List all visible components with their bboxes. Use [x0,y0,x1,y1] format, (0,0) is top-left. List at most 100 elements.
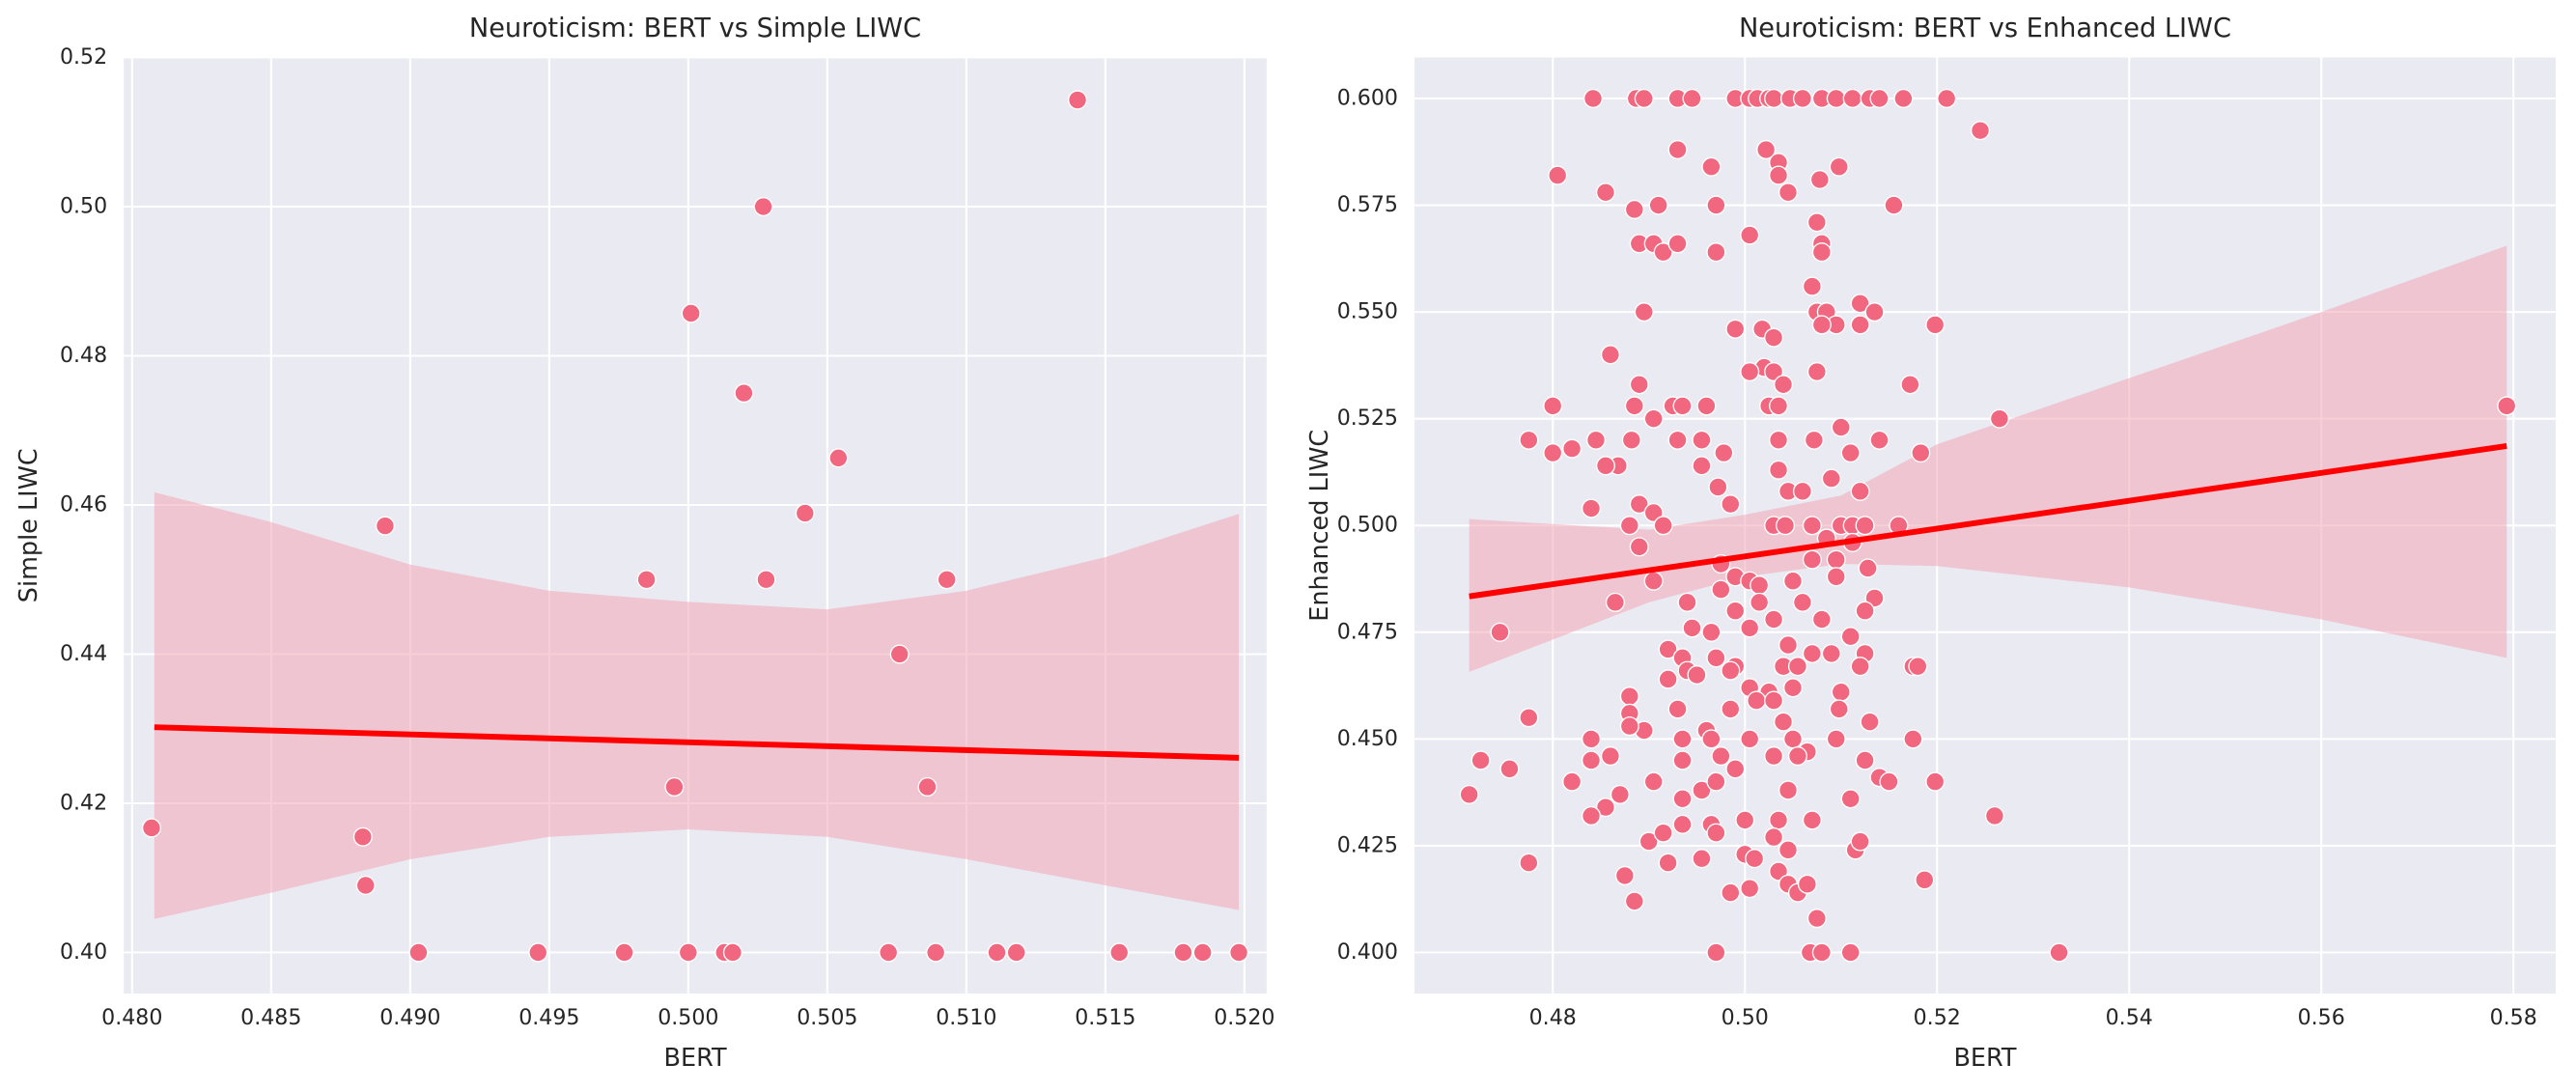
y-tick-label: 0.400 [1337,939,1398,965]
point [1764,690,1784,711]
point [1756,140,1777,160]
point [1745,849,1765,869]
point [1619,686,1639,707]
point [1869,88,1890,109]
point [1802,810,1822,830]
point [1605,592,1625,612]
point [1543,443,1563,463]
point [1582,88,1604,109]
point [1782,571,1804,591]
point [1068,90,1088,110]
point [1778,840,1799,860]
point [1764,746,1784,767]
x-tick-label: 0.48 [1529,1005,1577,1030]
point [1634,88,1654,109]
y-tick-label: 0.50 [60,194,107,219]
point [1682,88,1702,109]
point [1775,516,1796,536]
point [1802,276,1822,296]
point [1792,592,1812,612]
point [1667,140,1688,160]
point [1519,708,1539,728]
point [1740,618,1760,638]
point [1109,942,1130,963]
point [1860,712,1880,732]
x-tick-label: 0.505 [797,1005,857,1030]
point [1840,627,1861,647]
point [1769,430,1789,450]
point [1638,831,1659,852]
point [1696,396,1717,416]
point [1826,567,1846,587]
point [1006,942,1026,963]
point [1624,199,1644,220]
point [1619,716,1639,737]
point [1809,169,1830,190]
point [1831,682,1851,702]
point [1581,750,1602,770]
point [528,942,548,963]
point [1769,165,1789,185]
y-axis-label: Enhanced LIWC [1305,430,1334,622]
point [1595,456,1615,476]
y-tick-label: 0.525 [1337,406,1398,431]
point [1792,481,1812,501]
point [1855,601,1875,621]
point [1740,225,1760,245]
point [681,303,701,323]
point [1740,361,1760,382]
x-tick-label: 0.490 [379,1005,440,1030]
point [2497,396,2517,416]
point [1842,88,1862,109]
point [355,875,376,895]
point [1581,805,1602,826]
point [1778,182,1799,203]
point [1884,195,1904,215]
point [1692,780,1712,800]
point [1714,443,1734,463]
x-tick-label: 0.54 [2106,1005,2153,1030]
point [1893,88,1914,109]
point [1721,660,1741,681]
regression-line [1469,443,2507,600]
point [1802,516,1822,536]
point [2049,942,2069,963]
point [1769,861,1789,882]
point [1858,558,1878,578]
point [1778,635,1799,656]
point [1173,942,1193,963]
x-tick-label: 0.520 [1214,1005,1274,1030]
point [1829,699,1849,719]
point [1750,592,1770,612]
subplot: 0.48 0.50 0.52 0.54 0.56 0.58 0.400 0.425 0.450 0… [1305,14,2556,1073]
point [1984,805,2004,826]
point [1970,121,1991,141]
point [1192,942,1213,963]
point [1624,396,1644,416]
point [1621,430,1641,450]
point [1915,870,1935,890]
point [1811,315,1832,335]
point [1672,396,1693,416]
point [734,383,754,404]
point [1667,234,1688,254]
point [1792,88,1812,109]
point [1687,664,1707,686]
confidence-band [154,491,1240,919]
point [1658,853,1678,873]
point [1711,579,1731,600]
point [1855,750,1875,770]
point [1499,759,1520,779]
point [1519,430,1539,450]
x-tick-label: 0.515 [1075,1005,1135,1030]
y-tick-label: 0.42 [60,790,107,815]
point [1643,502,1664,523]
point [756,570,776,590]
point [678,942,698,963]
point [722,942,742,963]
point [1925,771,1946,792]
point [1850,657,1870,677]
point [1855,516,1875,536]
point [1667,699,1688,719]
